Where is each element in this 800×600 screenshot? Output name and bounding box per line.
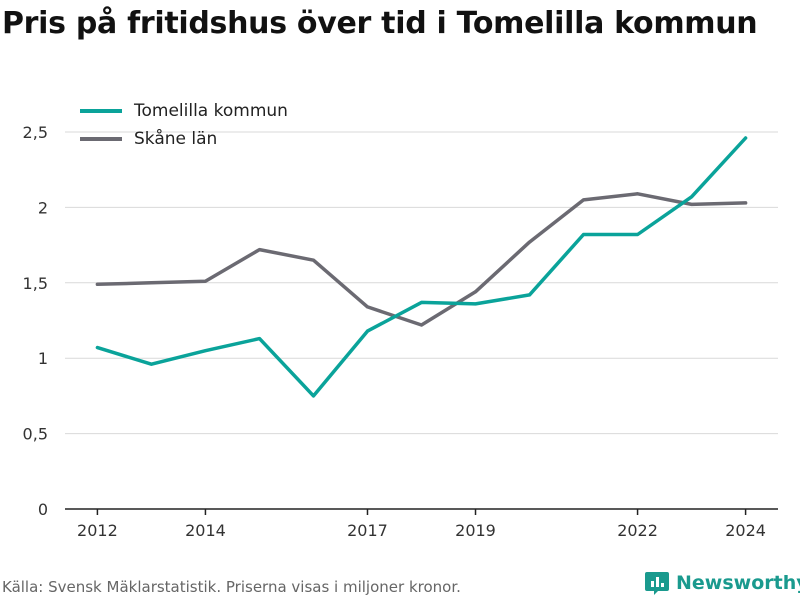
- x-tick-label: 2017: [347, 521, 388, 540]
- y-tick-label: 0: [38, 500, 48, 519]
- legend-label-tomelilla: Tomelilla kommun: [134, 101, 288, 121]
- newsworthy-logo-icon: [645, 572, 669, 595]
- x-tick-label: 2014: [185, 521, 226, 540]
- legend-item-skane: Skåne län: [80, 125, 288, 153]
- x-tick-label: 2024: [725, 521, 766, 540]
- y-tick-label: 1,5: [23, 274, 48, 293]
- brand-name: Newsworthy: [676, 572, 800, 594]
- y-tick-label: 1: [38, 349, 48, 368]
- legend-swatch-skane: [80, 137, 122, 141]
- legend-label-skane: Skåne län: [134, 129, 218, 149]
- y-tick-label: 2,5: [23, 123, 48, 142]
- chart-title: Pris på fritidshus över tid i Tomelilla …: [2, 6, 758, 41]
- y-tick-label: 0,5: [23, 425, 48, 444]
- legend-item-tomelilla: Tomelilla kommun: [80, 97, 288, 125]
- y-axis-ticks: 0 0,5 1 1,5 2 2,5: [23, 123, 48, 519]
- x-tick-label: 2012: [77, 521, 118, 540]
- series-line-tomelilla: [95, 136, 748, 398]
- legend-swatch-tomelilla: [80, 109, 122, 113]
- series-line-skane: [95, 192, 748, 327]
- x-axis: 2012 2014 2017 2019 2022 2024: [65, 508, 778, 540]
- x-tick-label: 2022: [617, 521, 658, 540]
- legend: Tomelilla kommun Skåne län: [80, 97, 288, 153]
- series-lines: [95, 136, 748, 398]
- source-note: Källa: Svensk Mäklarstatistik. Priserna …: [2, 578, 461, 596]
- brand-logo: Newsworthy: [644, 570, 800, 596]
- y-tick-label: 2: [38, 198, 48, 217]
- x-tick-label: 2019: [455, 521, 496, 540]
